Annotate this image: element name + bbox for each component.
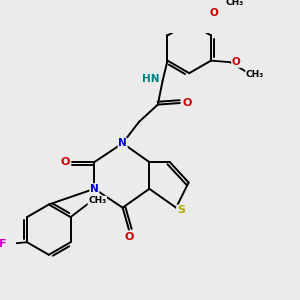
Text: CH₃: CH₃	[88, 196, 106, 205]
Text: CH₃: CH₃	[225, 0, 243, 7]
Text: O: O	[182, 98, 191, 108]
Text: O: O	[124, 232, 134, 242]
Text: S: S	[177, 205, 185, 215]
Text: F: F	[0, 239, 7, 249]
Text: O: O	[232, 57, 241, 67]
Text: HN: HN	[142, 74, 159, 83]
Text: CH₃: CH₃	[246, 70, 264, 79]
Text: O: O	[61, 157, 70, 167]
Text: N: N	[118, 138, 127, 148]
Text: N: N	[90, 184, 99, 194]
Text: O: O	[209, 8, 218, 19]
